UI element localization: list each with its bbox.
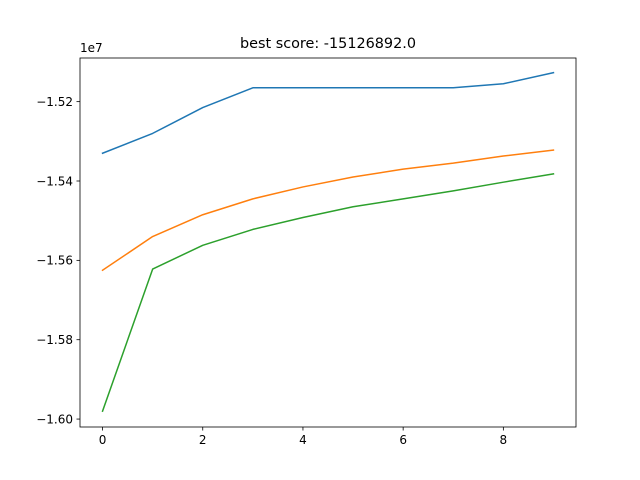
- y-tick-label: −1.60: [36, 412, 73, 426]
- series-line-1: [101, 71, 555, 155]
- y-tick-label: −1.54: [36, 174, 73, 188]
- y-tick-label: −1.58: [36, 333, 73, 347]
- y-tick-label: −1.52: [36, 95, 73, 109]
- series-line-3: [101, 172, 555, 413]
- y-axis-offset-label: 1e7: [80, 41, 103, 55]
- series-line-2: [101, 149, 555, 272]
- x-tick-label: 4: [299, 433, 307, 447]
- x-tick-label: 0: [99, 433, 107, 447]
- axes-frame: [79, 57, 577, 428]
- axes-layer: 0 2 4 6 8 −1.60 −1.58 −1.56 −1.54 −1.52: [36, 57, 577, 447]
- x-tick-label: 6: [399, 433, 407, 447]
- series-layer: [101, 71, 555, 413]
- y-tick-label: −1.56: [36, 254, 73, 268]
- x-tick-label: 8: [500, 433, 508, 447]
- x-tick-label: 2: [199, 433, 207, 447]
- chart-title: best score: -15126892.0: [240, 36, 416, 52]
